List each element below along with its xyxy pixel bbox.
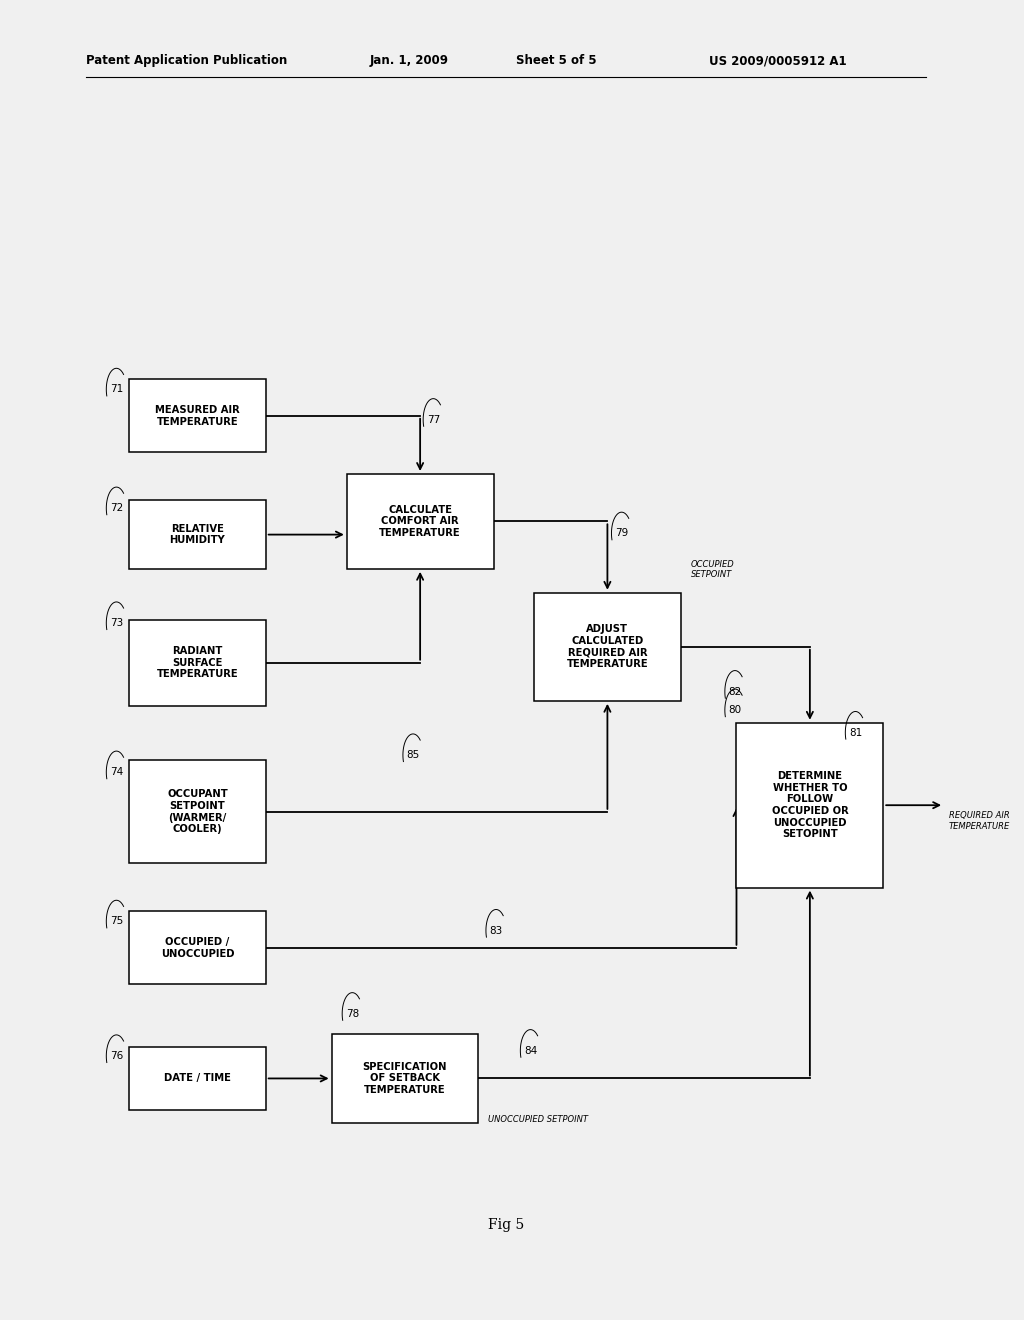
Text: 74: 74 bbox=[110, 767, 123, 777]
FancyBboxPatch shape bbox=[736, 722, 884, 887]
Text: REQUIRED AIR
TEMPERATURE: REQUIRED AIR TEMPERATURE bbox=[949, 812, 1011, 830]
Text: 76: 76 bbox=[110, 1051, 123, 1061]
Text: US 2009/0005912 A1: US 2009/0005912 A1 bbox=[709, 54, 846, 67]
Text: OCCUPIED /
UNOCCUPIED: OCCUPIED / UNOCCUPIED bbox=[161, 937, 234, 958]
Text: 75: 75 bbox=[110, 916, 123, 927]
FancyBboxPatch shape bbox=[347, 474, 494, 569]
FancyBboxPatch shape bbox=[129, 379, 266, 451]
Text: SPECIFICATION
OF SETBACK
TEMPERATURE: SPECIFICATION OF SETBACK TEMPERATURE bbox=[362, 1061, 447, 1096]
FancyBboxPatch shape bbox=[534, 593, 681, 701]
Text: DATE / TIME: DATE / TIME bbox=[164, 1073, 230, 1084]
FancyBboxPatch shape bbox=[129, 760, 266, 863]
Text: OCCUPANT
SETPOINT
(WARMER/
COOLER): OCCUPANT SETPOINT (WARMER/ COOLER) bbox=[167, 789, 227, 834]
Text: 81: 81 bbox=[849, 727, 862, 738]
Text: UNOCCUPIED SETPOINT: UNOCCUPIED SETPOINT bbox=[488, 1115, 589, 1125]
Text: OCCUPIED
SETPOINT: OCCUPIED SETPOINT bbox=[691, 560, 734, 579]
Text: Jan. 1, 2009: Jan. 1, 2009 bbox=[370, 54, 449, 67]
Text: RADIANT
SURFACE
TEMPERATURE: RADIANT SURFACE TEMPERATURE bbox=[157, 645, 239, 680]
Text: 84: 84 bbox=[524, 1045, 538, 1056]
Text: CALCULATE
COMFORT AIR
TEMPERATURE: CALCULATE COMFORT AIR TEMPERATURE bbox=[379, 504, 461, 539]
Text: Sheet 5 of 5: Sheet 5 of 5 bbox=[516, 54, 597, 67]
Text: 77: 77 bbox=[427, 414, 440, 425]
Text: 85: 85 bbox=[407, 750, 420, 760]
Text: 71: 71 bbox=[110, 384, 123, 395]
Text: RELATIVE
HUMIDITY: RELATIVE HUMIDITY bbox=[170, 524, 225, 545]
Text: 79: 79 bbox=[615, 528, 628, 539]
Text: 78: 78 bbox=[346, 1008, 359, 1019]
Text: 72: 72 bbox=[110, 503, 123, 513]
Text: DETERMINE
WHETHER TO
FOLLOW
OCCUPIED OR
UNOCCUPIED
SETOPINT: DETERMINE WHETHER TO FOLLOW OCCUPIED OR … bbox=[771, 771, 848, 840]
Text: 80: 80 bbox=[728, 705, 741, 715]
Text: MEASURED AIR
TEMPERATURE: MEASURED AIR TEMPERATURE bbox=[155, 405, 240, 426]
FancyBboxPatch shape bbox=[129, 500, 266, 569]
FancyBboxPatch shape bbox=[332, 1034, 478, 1123]
Text: Fig 5: Fig 5 bbox=[488, 1218, 524, 1232]
Text: 82: 82 bbox=[728, 686, 741, 697]
Text: 73: 73 bbox=[110, 618, 123, 628]
FancyBboxPatch shape bbox=[129, 620, 266, 705]
Text: Patent Application Publication: Patent Application Publication bbox=[86, 54, 288, 67]
FancyBboxPatch shape bbox=[129, 912, 266, 985]
Text: 83: 83 bbox=[489, 925, 503, 936]
FancyBboxPatch shape bbox=[129, 1047, 266, 1110]
Text: ADJUST
CALCULATED
REQUIRED AIR
TEMPERATURE: ADJUST CALCULATED REQUIRED AIR TEMPERATU… bbox=[566, 624, 648, 669]
